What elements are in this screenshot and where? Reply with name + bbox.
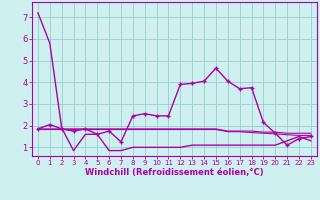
X-axis label: Windchill (Refroidissement éolien,°C): Windchill (Refroidissement éolien,°C): [85, 168, 264, 177]
